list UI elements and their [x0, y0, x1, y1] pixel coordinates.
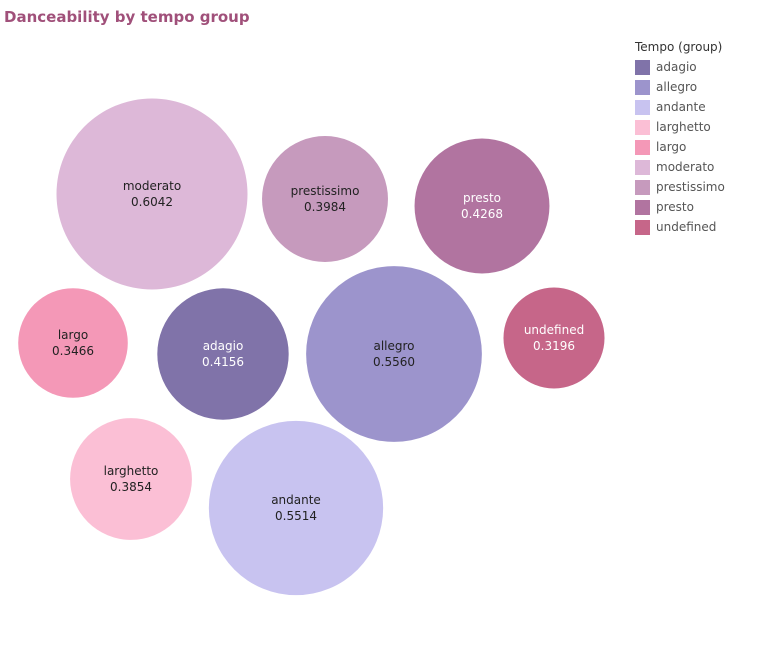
legend-label: largo — [656, 140, 687, 154]
legend-item-adagio[interactable]: adagio — [635, 57, 725, 77]
bubble-name-label: largo — [58, 328, 88, 342]
legend-swatch — [635, 219, 650, 235]
legend-label: presto — [656, 200, 694, 214]
legend-item-undefined[interactable]: undefined — [635, 217, 725, 237]
legend-swatch — [635, 59, 650, 75]
bubble-value-label: 0.5514 — [275, 509, 317, 523]
bubble-name-label: andante — [271, 493, 321, 507]
legend-swatch — [635, 79, 650, 95]
bubble-value-label: 0.3466 — [52, 344, 94, 358]
bubble-name-label: larghetto — [104, 464, 159, 478]
legend-label: adagio — [656, 60, 697, 74]
legend-item-moderato[interactable]: moderato — [635, 157, 725, 177]
legend-swatch — [635, 179, 650, 195]
legend-swatch — [635, 99, 650, 115]
legend-swatch — [635, 139, 650, 155]
legend-item-allegro[interactable]: allegro — [635, 77, 725, 97]
bubble-name-label: allegro — [373, 339, 414, 353]
legend-item-presto[interactable]: presto — [635, 197, 725, 217]
bubble-name-label: adagio — [203, 339, 244, 353]
legend-label: moderato — [656, 160, 715, 174]
bubble-circle[interactable] — [18, 288, 128, 398]
bubble-circle[interactable] — [70, 418, 192, 540]
bubble-undefined[interactable]: undefined 0.3196 — [503, 287, 605, 389]
bubble-name-label: prestissimo — [291, 184, 360, 198]
bubble-circle[interactable] — [208, 420, 384, 596]
legend-item-larghetto[interactable]: larghetto — [635, 117, 725, 137]
bubble-circle[interactable] — [503, 287, 605, 389]
bubble-value-label: 0.6042 — [131, 195, 173, 209]
legend-label: larghetto — [656, 120, 711, 134]
bubble-name-label: undefined — [524, 323, 584, 337]
bubble-name-label: presto — [463, 191, 501, 205]
legend-label: andante — [656, 100, 706, 114]
legend-label: allegro — [656, 80, 698, 94]
bubble-value-label: 0.3196 — [533, 339, 575, 353]
bubble-circle[interactable] — [306, 266, 482, 442]
bubble-circle[interactable] — [262, 136, 388, 262]
bubble-presto[interactable]: presto 0.4268 — [414, 138, 550, 274]
bubble-value-label: 0.4156 — [202, 355, 244, 369]
bubble-adagio[interactable]: adagio 0.4156 — [157, 288, 289, 420]
legend-items: adagio allegro andante larghetto largo modera… — [635, 57, 725, 237]
legend: Tempo (group) adagio allegro andante larghe… — [635, 40, 725, 237]
legend-swatch — [635, 199, 650, 215]
bubble-circle[interactable] — [157, 288, 289, 420]
legend-item-andante[interactable]: andante — [635, 97, 725, 117]
chart-title: Danceability by tempo group — [4, 8, 250, 26]
bubble-circle[interactable] — [56, 98, 248, 290]
bubble-andante[interactable]: andante 0.5514 — [208, 420, 384, 596]
bubble-value-label: 0.3854 — [110, 480, 152, 494]
bubble-value-label: 0.3984 — [304, 200, 346, 214]
legend-item-prestissimo[interactable]: prestissimo — [635, 177, 725, 197]
bubble-value-label: 0.5560 — [373, 355, 415, 369]
bubble-moderato[interactable]: moderato 0.6042 — [56, 98, 248, 290]
legend-swatch — [635, 119, 650, 135]
bubble-larghetto[interactable]: larghetto 0.3854 — [70, 418, 192, 540]
legend-swatch — [635, 159, 650, 175]
legend-label: undefined — [656, 220, 717, 234]
bubble-circle[interactable] — [414, 138, 550, 274]
bubble-value-label: 0.4268 — [461, 207, 503, 221]
bubble-allegro[interactable]: allegro 0.5560 — [306, 266, 482, 442]
legend-title: Tempo (group) — [635, 40, 723, 54]
legend-label: prestissimo — [656, 180, 725, 194]
bubble-largo[interactable]: largo 0.3466 — [18, 288, 128, 398]
bubble-name-label: moderato — [123, 179, 181, 193]
bubble-prestissimo[interactable]: prestissimo 0.3984 — [262, 136, 388, 262]
legend-item-largo[interactable]: largo — [635, 137, 725, 157]
bubble-chart: adagio 0.4156 allegro 0.5560 andante 0.5514 la… — [18, 98, 605, 596]
